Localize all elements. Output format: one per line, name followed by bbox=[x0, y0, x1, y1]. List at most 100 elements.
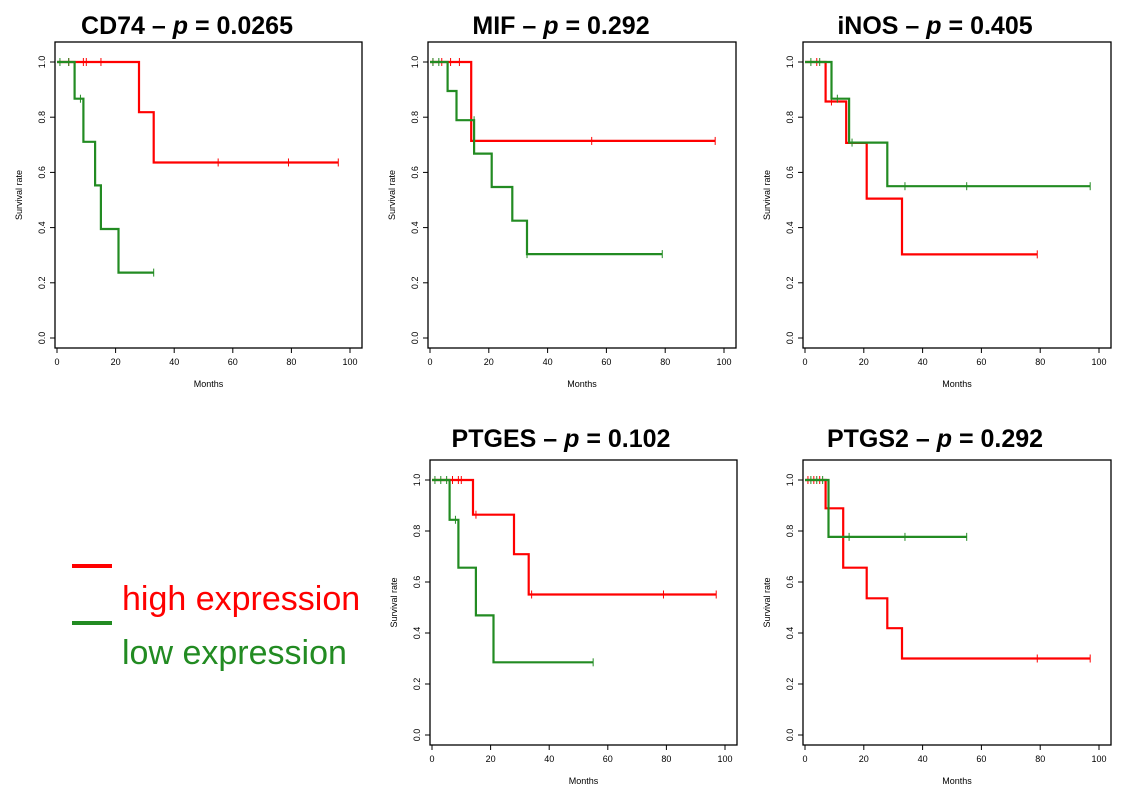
km-panel-inos: iNOS – p = 0.405 0 20 40 60 80 100 0.0 0.2 0.4 0.… bbox=[748, 12, 1122, 392]
gene-name: iNOS bbox=[837, 12, 899, 40]
x-tick-label: 60 bbox=[976, 357, 986, 367]
km-plot-ptgs2: 0 20 40 60 80 100 0.0 0.2 0.4 0.6 0.8 1.0 Months Surv… bbox=[762, 459, 1112, 786]
x-tick-label: 100 bbox=[342, 357, 357, 367]
p-symbol: p bbox=[936, 425, 952, 453]
p-symbol: p bbox=[564, 425, 580, 453]
title-separator: – bbox=[898, 12, 927, 40]
p-value: 0.405 bbox=[970, 12, 1033, 40]
panel-title: MIF – p = 0.292 bbox=[374, 12, 748, 41]
km-panel-ptgs2: PTGS2 – p = 0.292 0 20 40 60 80 100 0.0 0.2 0.4 0… bbox=[748, 425, 1122, 789]
y-tick-label: 0.4 bbox=[785, 627, 795, 640]
y-tick-label: 1.0 bbox=[785, 474, 795, 487]
y-tick-label: 0.2 bbox=[785, 678, 795, 691]
y-tick-label: 0.4 bbox=[412, 627, 422, 640]
p-symbol: p bbox=[543, 12, 559, 40]
x-tick-label: 0 bbox=[54, 357, 59, 367]
survival-curve-low bbox=[430, 60, 663, 256]
plot-frame bbox=[427, 41, 737, 349]
survival-curve-high bbox=[805, 60, 1038, 256]
x-tick-label: 20 bbox=[486, 754, 496, 764]
survival-curve-low bbox=[57, 60, 154, 274]
y-axis-label: Survival rate bbox=[762, 577, 772, 627]
x-tick-label: 80 bbox=[1035, 357, 1045, 367]
title-separator: – bbox=[515, 12, 544, 40]
x-tick-label: 80 bbox=[660, 357, 670, 367]
km-plot-mif: 0 20 40 60 80 100 0.0 0.2 0.4 0.6 0.8 1.0 Months Surv… bbox=[387, 41, 737, 389]
y-tick-label: 0.6 bbox=[412, 576, 422, 589]
survival-curve-high bbox=[805, 478, 1091, 660]
survival-curve-low bbox=[805, 60, 1091, 188]
plot-frame bbox=[429, 459, 738, 746]
x-tick-label: 60 bbox=[601, 357, 611, 367]
km-panel-mif: MIF – p = 0.292 0 20 40 60 80 100 0.0 0.2 0.4 0.6… bbox=[374, 12, 748, 392]
y-tick-label: 0.8 bbox=[785, 111, 795, 124]
x-axis-label: Months bbox=[194, 379, 224, 389]
x-tick-label: 60 bbox=[228, 357, 238, 367]
y-tick-label: 0.0 bbox=[785, 729, 795, 742]
legend-low-swatch bbox=[72, 621, 112, 625]
legend: high expression low expression bbox=[72, 558, 372, 678]
y-tick-label: 0.4 bbox=[37, 221, 47, 234]
title-equals: = bbox=[188, 12, 217, 40]
title-equals: = bbox=[579, 425, 608, 453]
survival-curve-high bbox=[57, 60, 339, 164]
x-tick-label: 100 bbox=[1091, 754, 1106, 764]
p-value: 0.292 bbox=[587, 12, 650, 40]
panel-title: PTGES – p = 0.102 bbox=[374, 425, 748, 454]
p-value: 0.102 bbox=[607, 425, 671, 453]
x-tick-label: 40 bbox=[918, 754, 928, 764]
survival-curve-low bbox=[432, 478, 594, 664]
km-panel-cd74: CD74 – p = 0.0265 0 20 40 60 80 100 0.0 0.2 0.4 0… bbox=[0, 12, 374, 392]
x-tick-label: 20 bbox=[859, 357, 869, 367]
x-axis-label: Months bbox=[942, 379, 972, 389]
p-value: 0.0265 bbox=[216, 12, 293, 40]
x-axis-label: Months bbox=[942, 776, 972, 786]
y-tick-label: 0.2 bbox=[785, 277, 795, 290]
x-tick-label: 0 bbox=[802, 754, 807, 764]
panel-title: PTGS2 – p = 0.292 bbox=[748, 425, 1122, 454]
x-tick-label: 100 bbox=[717, 754, 732, 764]
p-symbol: p bbox=[926, 12, 942, 40]
title-separator: – bbox=[908, 425, 937, 453]
y-tick-label: 1.0 bbox=[785, 56, 795, 69]
plot-frame bbox=[54, 41, 363, 349]
x-axis-label: Months bbox=[567, 379, 597, 389]
y-axis-label: Survival rate bbox=[762, 170, 772, 220]
y-tick-label: 0.0 bbox=[412, 729, 422, 742]
y-tick-label: 0.8 bbox=[785, 525, 795, 538]
y-tick-label: 0.2 bbox=[37, 277, 47, 290]
p-value: 0.292 bbox=[980, 425, 1044, 453]
y-tick-label: 0.6 bbox=[410, 166, 420, 179]
title-separator: – bbox=[144, 12, 173, 40]
km-plot-ptges: 0 20 40 60 80 100 0.0 0.2 0.4 0.6 0.8 1.0 Months Surv… bbox=[389, 459, 738, 786]
y-tick-label: 0.8 bbox=[37, 111, 47, 124]
y-tick-label: 0.2 bbox=[410, 277, 420, 290]
panel-title: iNOS – p = 0.405 bbox=[748, 12, 1122, 41]
x-tick-label: 40 bbox=[918, 357, 928, 367]
x-tick-label: 40 bbox=[169, 357, 179, 367]
gene-name: CD74 bbox=[81, 12, 145, 40]
p-symbol: p bbox=[172, 12, 189, 40]
x-tick-label: 60 bbox=[976, 754, 986, 764]
gene-name: PTGS2 bbox=[826, 425, 909, 453]
x-tick-label: 80 bbox=[661, 754, 671, 764]
x-tick-label: 100 bbox=[716, 357, 731, 367]
y-tick-label: 0.0 bbox=[37, 332, 47, 345]
legend-low-label: low expression bbox=[122, 634, 347, 672]
plot-frame bbox=[802, 459, 1112, 746]
y-tick-label: 0.2 bbox=[412, 678, 422, 691]
y-tick-label: 0.8 bbox=[412, 525, 422, 538]
title-equals: = bbox=[941, 12, 971, 40]
y-tick-label: 0.6 bbox=[785, 576, 795, 589]
title-equals: = bbox=[952, 425, 981, 453]
x-tick-label: 80 bbox=[286, 357, 296, 367]
survival-curve-high bbox=[430, 60, 716, 142]
x-tick-label: 40 bbox=[544, 754, 554, 764]
y-tick-label: 1.0 bbox=[37, 56, 47, 69]
y-axis-label: Survival rate bbox=[387, 170, 397, 220]
survival-curve-high bbox=[432, 478, 717, 596]
x-tick-label: 0 bbox=[429, 754, 434, 764]
km-panel-ptges: PTGES – p = 0.102 0 20 40 60 80 100 0.0 0.2 0.4 0… bbox=[374, 425, 748, 789]
title-equals: = bbox=[558, 12, 588, 40]
x-axis-label: Months bbox=[569, 776, 599, 786]
